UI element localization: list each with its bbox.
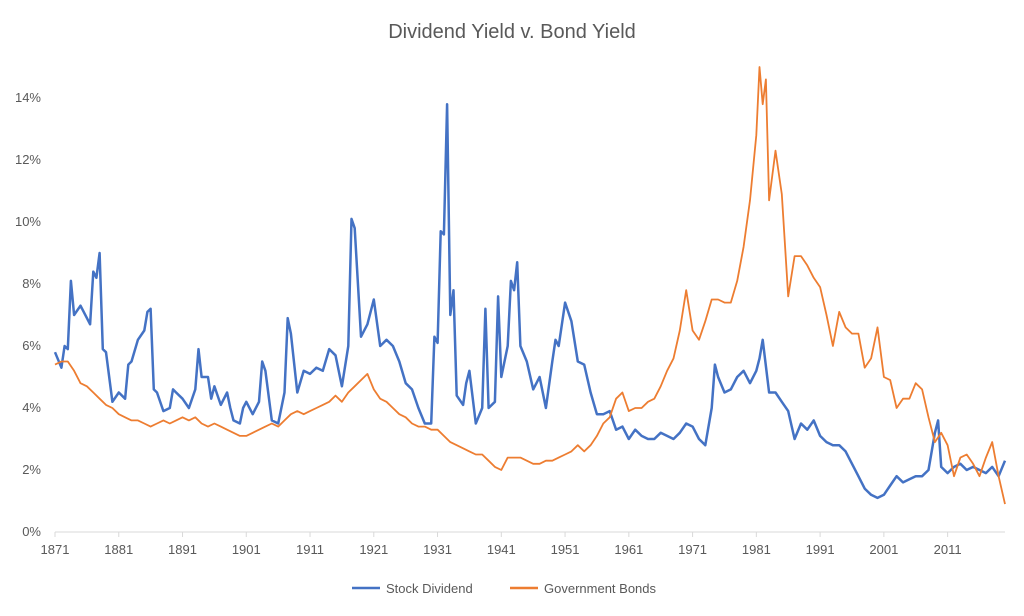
x-tick-label: 1991 (806, 542, 835, 557)
series-layer (53, 66, 1007, 505)
x-tick-label: 2001 (869, 542, 898, 557)
series-line-stock-dividend (53, 102, 1007, 500)
y-tick-label: 6% (22, 338, 41, 353)
x-tick-label: 1881 (104, 542, 133, 557)
x-tick-label: 1961 (614, 542, 643, 557)
x-tick-label: 1911 (296, 542, 324, 557)
x-tick-label: 1951 (551, 542, 580, 557)
y-tick-label: 12% (15, 152, 41, 167)
x-tick-label: 1901 (232, 542, 261, 557)
y-tick-label: 14% (15, 90, 41, 105)
legend: Stock Dividend Government Bonds (352, 581, 657, 596)
x-tick-label: 1941 (487, 542, 516, 557)
chart-title: Dividend Yield v. Bond Yield (388, 21, 636, 43)
x-tick-label: 1921 (359, 542, 388, 557)
y-tick-label: 2% (22, 462, 41, 477)
y-tick-label: 8% (22, 276, 41, 291)
x-tick-label: 1891 (168, 542, 197, 557)
x-tick-label: 1871 (41, 542, 70, 557)
x-tick-label: 1981 (742, 542, 771, 557)
y-tick-label: 10% (15, 214, 41, 229)
x-tick-label: 2011 (934, 542, 962, 557)
legend-label: Government Bonds (544, 581, 657, 596)
series-line-government-bonds (54, 66, 1006, 505)
x-tick-label: 1931 (423, 542, 452, 557)
x-axis-ticks: 1871 1881 1891 1901 1911 1921 1931 1941 1951 1961… (41, 532, 962, 557)
y-axis-ticks: 0% 2% 4% 6% 8% 10% 12% 14% (15, 90, 41, 539)
legend-label: Stock Dividend (386, 581, 473, 596)
y-tick-label: 0% (22, 524, 41, 539)
x-tick-label: 1971 (678, 542, 707, 557)
y-tick-label: 4% (22, 400, 41, 415)
